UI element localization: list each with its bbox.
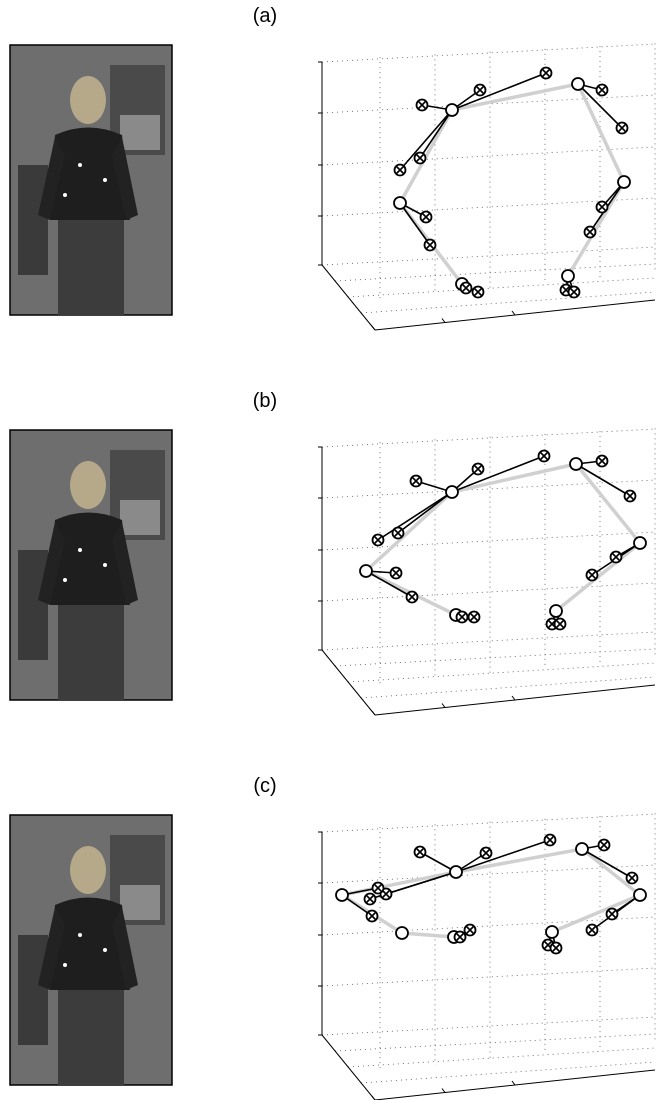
bone	[366, 464, 640, 615]
joint	[336, 889, 348, 901]
marker-link	[576, 464, 630, 496]
marker-link	[378, 492, 452, 540]
grid-line	[335, 264, 655, 281]
grid-line	[322, 968, 655, 986]
joint	[360, 565, 372, 577]
page: (a) (b) (c) (() => { const data = JSON.p…	[0, 0, 662, 1100]
axis-tick	[442, 319, 445, 323]
joint	[634, 889, 646, 901]
joint	[570, 458, 582, 470]
joint	[450, 866, 462, 878]
axis-tick	[512, 311, 515, 315]
photo	[10, 45, 172, 315]
grid-line	[348, 663, 655, 682]
joint	[396, 927, 408, 939]
panel-label: (c)	[253, 775, 276, 797]
joint	[572, 78, 584, 90]
photo	[10, 815, 172, 1085]
axis-tick	[372, 326, 375, 330]
grid-line	[322, 814, 655, 832]
panel-label: (b)	[253, 390, 277, 412]
grid-line	[322, 147, 655, 165]
axis-tick	[442, 1089, 445, 1093]
grid-line	[361, 292, 655, 313]
joint	[446, 486, 458, 498]
grid-line	[361, 1062, 655, 1083]
marker-link	[582, 849, 632, 878]
grid-line	[322, 583, 655, 601]
joint	[576, 843, 588, 855]
grid-line	[322, 1017, 655, 1035]
marker-link	[420, 110, 452, 158]
axis-tick	[442, 704, 445, 708]
joint	[634, 537, 646, 549]
bone	[400, 84, 624, 284]
axis-line	[322, 265, 375, 330]
grid-line	[348, 1048, 655, 1067]
marker-link	[398, 492, 452, 533]
figure: (a) (b) (c)	[0, 0, 662, 1100]
axis-tick	[372, 1096, 375, 1100]
marker-link	[452, 73, 546, 110]
joint	[562, 270, 574, 282]
joint	[546, 926, 558, 938]
panel-label: (a)	[253, 5, 277, 27]
axis-line	[322, 650, 375, 715]
marker-link	[400, 203, 430, 245]
joint	[394, 197, 406, 209]
joint	[446, 104, 458, 116]
grid-line	[335, 649, 655, 666]
grid-line	[348, 278, 655, 297]
axis-tick	[372, 711, 375, 715]
axis-line	[322, 1035, 375, 1100]
marker-link	[400, 110, 452, 170]
grid-line	[322, 247, 655, 265]
grid-line	[322, 44, 655, 62]
axis-tick	[512, 1081, 515, 1085]
grid-line	[361, 677, 655, 698]
axis-tick	[512, 696, 515, 700]
joint	[550, 605, 562, 617]
joint	[618, 176, 630, 188]
marker-link	[366, 571, 412, 597]
photo	[10, 430, 172, 700]
grid-line	[322, 429, 655, 447]
grid-line	[322, 632, 655, 650]
grid-line	[335, 1034, 655, 1051]
